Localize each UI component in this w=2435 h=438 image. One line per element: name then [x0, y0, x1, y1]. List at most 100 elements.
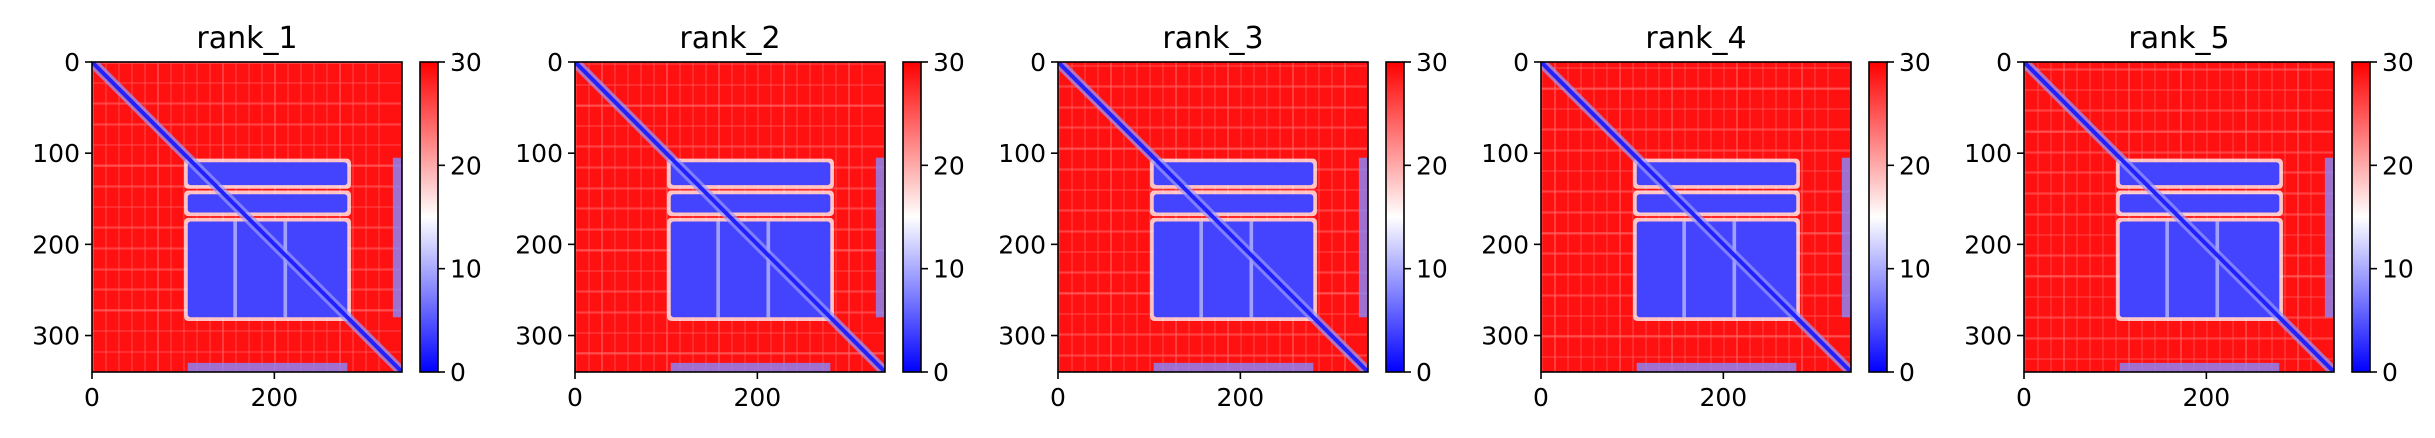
texture-stripe: [1541, 88, 1851, 90]
texture-stripe: [1292, 62, 1294, 372]
panel-title: rank_2: [679, 21, 780, 56]
texture-stripe: [1058, 127, 1368, 129]
texture-stripe: [313, 62, 315, 372]
texture-stripe: [2024, 68, 2334, 70]
texture-stripe: [718, 62, 720, 372]
y-tick-label: 200: [1964, 230, 2012, 259]
y-tick-label: 100: [998, 139, 1046, 168]
texture-stripe: [1058, 333, 1368, 335]
texture-stripe: [1058, 189, 1368, 191]
block-gap: [1682, 221, 1686, 318]
colorbar-frame: [902, 61, 922, 373]
texture-stripe: [2024, 338, 2334, 340]
texture-stripe: [575, 84, 885, 86]
x-tick-label: 200: [250, 383, 298, 412]
x-tick-label: 200: [1699, 383, 1747, 412]
texture-stripe: [2024, 89, 2334, 91]
texture-stripe: [144, 62, 146, 372]
texture-stripe: [1541, 150, 1851, 152]
x-tick-label: 0: [84, 383, 100, 412]
texture-stripe: [1058, 62, 1060, 372]
texture-stripe: [2232, 62, 2234, 372]
texture-stripe: [1305, 62, 1307, 372]
texture-stripe: [1175, 62, 1177, 372]
texture-stripe: [666, 62, 668, 372]
texture-stripe: [575, 105, 885, 107]
texture-stripe: [1645, 62, 1647, 372]
texture-stripe: [2102, 62, 2104, 372]
texture-stripe: [601, 62, 603, 372]
texture-stripe: [1541, 335, 1851, 337]
texture-stripe: [1541, 356, 1851, 358]
y-tick-label: 200: [32, 230, 80, 259]
colorbar: [903, 62, 921, 372]
texture-stripe: [1619, 62, 1621, 372]
texture-stripe: [783, 62, 785, 372]
texture-stripe: [1058, 126, 1368, 128]
texture-stripe: [1071, 62, 1073, 372]
texture-stripe: [1227, 62, 1229, 372]
texture-stripe: [1058, 147, 1368, 149]
texture-stripe: [235, 62, 237, 372]
texture-stripe: [1058, 334, 1368, 336]
texture-stripe: [2245, 62, 2247, 372]
colorbar-tick-label: 30: [1416, 48, 1448, 77]
texture-stripe: [1736, 62, 1738, 372]
colorbar-tick-label: 20: [2382, 151, 2414, 180]
texture-stripe: [1097, 62, 1099, 372]
y-tick-label: 300: [1481, 322, 1529, 351]
texture-stripe: [2024, 69, 2334, 71]
colorbar-tick-label: 10: [2382, 255, 2414, 284]
texture-stripe: [575, 188, 885, 190]
colorbar-tick-label: 20: [1899, 151, 1931, 180]
colorbar: [2352, 62, 2370, 372]
axes-frame: [574, 61, 886, 373]
texture-stripe: [2193, 62, 2195, 372]
texture-stripe: [92, 103, 402, 105]
y-tick-label: 200: [998, 230, 1046, 259]
texture-stripe: [783, 62, 785, 372]
heatmap-panel-2: rank_2 0 100 200 300 0 200 0 10 20 30: [515, 21, 965, 412]
colorbar-tick-label: 10: [1416, 255, 1448, 284]
texture-stripe: [1632, 62, 1634, 372]
heatmap-matrix: [1058, 62, 1368, 372]
texture-stripe: [1567, 62, 1569, 372]
texture-stripe: [1710, 62, 1712, 372]
y-tick-label: 0: [547, 48, 563, 77]
colorbar-tick-label: 0: [933, 358, 949, 387]
block-gap: [1249, 221, 1254, 318]
texture-stripe: [2167, 62, 2169, 372]
texture-stripe: [1344, 62, 1346, 372]
diagonal-line: [92, 62, 402, 372]
texture-stripe: [131, 62, 133, 372]
texture-stripe: [1541, 62, 1543, 372]
axes-frame: [1057, 61, 1369, 373]
texture-stripe: [92, 124, 402, 126]
texture-stripe: [1162, 62, 1164, 372]
texture-stripe: [2024, 358, 2334, 360]
texture-stripe: [575, 146, 885, 148]
contact-block: [187, 162, 348, 186]
texture-stripe: [2115, 62, 2117, 372]
texture-stripe: [2297, 62, 2299, 372]
texture-stripe: [365, 62, 367, 372]
texture-stripe: [1266, 62, 1268, 372]
heatmap-panel-5: rank_5 0 100 200 300 0 200 0 10 20 30: [1964, 21, 2414, 412]
texture-stripe: [2024, 337, 2334, 339]
texture-stripe: [2063, 62, 2065, 372]
texture-stripe: [1084, 62, 1086, 372]
texture-stripe: [1541, 108, 1851, 110]
colorbar-frame: [419, 61, 439, 373]
texture-stripe: [2128, 62, 2130, 372]
texture-stripe: [287, 62, 289, 372]
texture-stripe: [352, 62, 354, 372]
x-tick-label: 0: [1050, 383, 1066, 412]
y-tick-label: 300: [32, 322, 80, 351]
texture-stripe: [2284, 62, 2286, 372]
heatmap-matrix: [575, 62, 885, 372]
texture-stripe: [1149, 62, 1151, 372]
heatmap-matrix: [2024, 62, 2334, 372]
texture-stripe: [575, 352, 885, 354]
texture-stripe: [2271, 62, 2273, 372]
texture-stripe: [575, 352, 885, 354]
